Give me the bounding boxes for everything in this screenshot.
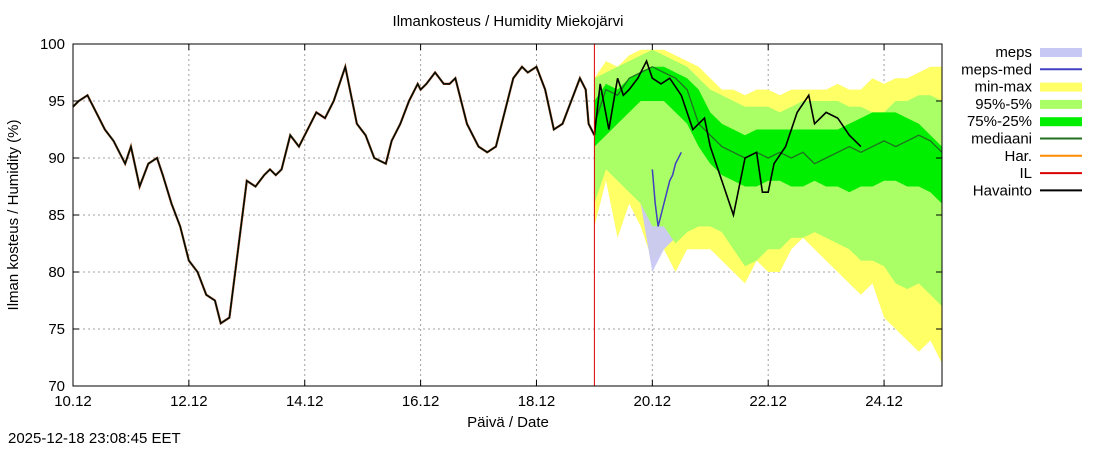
legend-label-minmax: min-max — [974, 79, 1032, 96]
x-axis-label: Päivä / Date — [467, 414, 549, 431]
p75-25-band — [594, 66, 942, 204]
chart-title: Ilmankosteus / Humidity Miekojärvi — [393, 13, 624, 30]
y-tick-label-95: 95 — [48, 93, 65, 110]
observation-green-line — [72, 63, 596, 325]
observation-forecast-line — [593, 59, 862, 219]
x-tick-label-16.12: 16.12 — [402, 393, 440, 410]
y-tick-label-85: 85 — [48, 207, 65, 224]
generated-timestamp: 2025-12-18 23:08:45 EET — [8, 430, 181, 447]
il-line — [72, 62, 596, 326]
x-tick-label-10.12: 10.12 — [54, 393, 92, 410]
legend: mepsmeps-medmin-max95%-5%75%-25%mediaani… — [961, 44, 1082, 199]
legend-label-p95_5: 95%-5% — [975, 96, 1032, 113]
x-tick-label-22.12: 22.12 — [749, 393, 787, 410]
x-tick-label-14.12: 14.12 — [286, 393, 324, 410]
x-tick-label-24.12: 24.12 — [865, 393, 903, 410]
legend-label-median: mediaani — [971, 131, 1032, 148]
x-tick-label-12.12: 12.12 — [170, 393, 208, 410]
x-axis-ticks: 10.12 12.12 14.12 16.12 18.12 20.12 22.12 24.12 — [54, 44, 903, 410]
legend-label-meps_med: meps-med — [961, 61, 1032, 78]
y-axis-ticks: 70 75 80 85 90 95 100 — [40, 36, 942, 395]
y-tick-label-90: 90 — [48, 150, 65, 167]
legend-swatch-meps — [1040, 48, 1082, 57]
legend-swatch-p95_5 — [1040, 99, 1082, 109]
legend-label-meps: meps — [995, 44, 1032, 61]
legend-swatch-minmax — [1040, 82, 1082, 92]
line-layer — [72, 44, 943, 386]
legend-label-p75_25: 75%-25% — [967, 113, 1032, 130]
x-tick-label-20.12: 20.12 — [634, 393, 672, 410]
y-tick-label-75: 75 — [48, 321, 65, 338]
legend-label-il: IL — [1019, 165, 1032, 182]
x-tick-label-18.12: 18.12 — [518, 393, 556, 410]
meps-med-line — [651, 151, 682, 227]
legend-label-obs: Havainto — [973, 182, 1032, 199]
legend-label-har: Har. — [1004, 148, 1032, 165]
median-line — [593, 66, 943, 165]
band-layer — [594, 49, 942, 364]
legend-swatch-p75_25 — [1040, 117, 1082, 127]
y-tick-label-70: 70 — [48, 378, 65, 395]
observation-line — [72, 64, 595, 325]
y-tick-label-80: 80 — [48, 264, 65, 281]
y-tick-label-100: 100 — [40, 36, 65, 53]
y-axis-label: Ilman kosteus / Humidity (%) — [5, 120, 22, 311]
